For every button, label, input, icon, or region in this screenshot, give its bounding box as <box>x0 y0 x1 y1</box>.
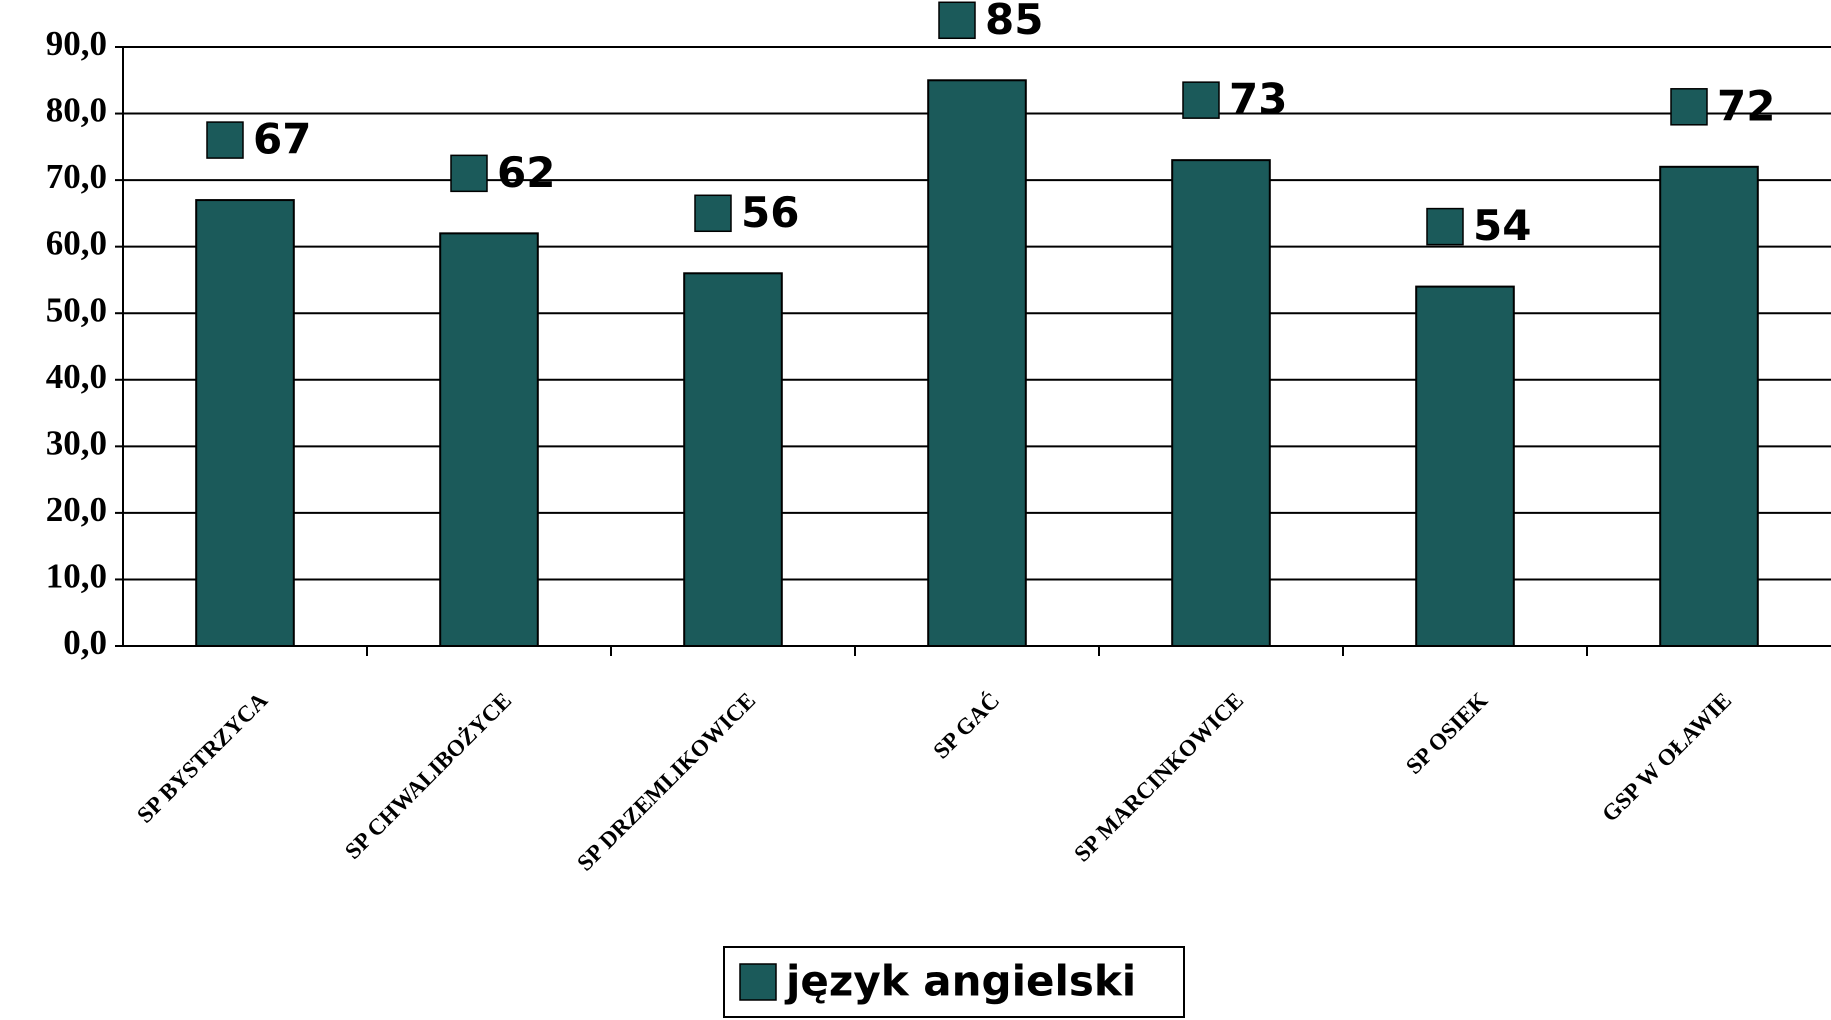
y-tick-label: 90,0 <box>46 24 107 63</box>
value-label: 73 <box>1229 75 1287 124</box>
value-label: 67 <box>253 115 311 164</box>
y-tick-label: 70,0 <box>46 157 107 196</box>
y-tick-label: 80,0 <box>46 91 107 130</box>
value-label: 54 <box>1473 201 1531 250</box>
y-tick-label: 20,0 <box>46 490 107 529</box>
y-tick-label: 60,0 <box>46 224 107 263</box>
x-tick-label: SP MARCINKOWICE <box>1069 688 1248 867</box>
x-tick-label: GSP W OŁAWIE <box>1597 688 1736 827</box>
x-tick-label: SP DRZEMLIKOWICE <box>572 688 760 876</box>
value-label-key <box>450 154 488 193</box>
bar <box>1171 159 1271 647</box>
bar <box>1415 285 1515 647</box>
value-label: 72 <box>1717 81 1775 130</box>
value-label-key <box>1670 88 1708 126</box>
value-label-key <box>694 194 732 233</box>
y-tick-label: 10,0 <box>46 556 107 595</box>
y-tick-label: 30,0 <box>46 423 107 462</box>
bar <box>439 232 539 647</box>
value-label-key <box>1426 207 1464 246</box>
x-tick-label: SP GAĆ <box>928 687 1005 764</box>
x-tick-label: SP OSIEK <box>1401 688 1492 779</box>
bar <box>195 199 295 647</box>
value-label: 85 <box>985 0 1043 44</box>
y-tick-label: 0,0 <box>63 623 107 662</box>
y-tick-label: 50,0 <box>46 290 107 329</box>
value-label: 62 <box>497 148 555 197</box>
value-label: 56 <box>741 188 799 237</box>
value-label-key <box>938 1 976 40</box>
x-tick-label: SP BYSTRZYCA <box>132 687 272 827</box>
x-tick-label: SP CHWALIBOŻYCE <box>340 688 516 864</box>
y-tick-label: 40,0 <box>46 357 107 396</box>
bar <box>927 79 1027 648</box>
value-label-key <box>1182 81 1220 119</box>
legend-label: język angielski <box>784 957 1136 1006</box>
legend-key <box>739 963 777 1001</box>
value-label-key <box>206 121 244 159</box>
legend-box <box>723 946 1185 1018</box>
bar <box>1659 165 1759 648</box>
bar <box>683 272 783 647</box>
